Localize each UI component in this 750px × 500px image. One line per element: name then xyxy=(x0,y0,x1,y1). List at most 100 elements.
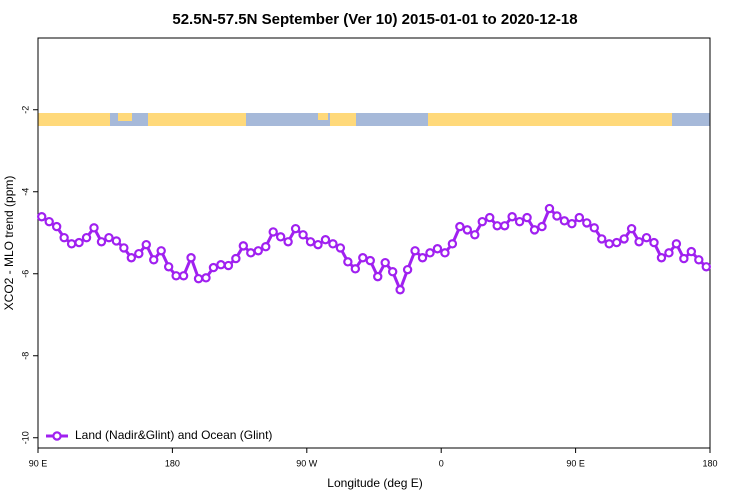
point xyxy=(246,248,256,258)
y-tick-label: -4 xyxy=(20,188,30,196)
point xyxy=(253,246,263,256)
point xyxy=(679,253,689,264)
point xyxy=(440,248,450,258)
point xyxy=(671,239,682,249)
point xyxy=(589,223,599,233)
point xyxy=(582,218,592,228)
plot-frame xyxy=(37,37,711,449)
point xyxy=(477,216,487,227)
point xyxy=(544,203,555,214)
point xyxy=(141,239,151,250)
legend-label: Land (Nadir&Glint) and Ocean (Glint) xyxy=(75,428,272,442)
point xyxy=(313,239,323,250)
point xyxy=(156,246,166,256)
point xyxy=(485,212,495,223)
point xyxy=(111,236,122,246)
point xyxy=(492,221,502,231)
point xyxy=(350,264,361,274)
point xyxy=(81,232,92,243)
point xyxy=(380,257,390,268)
point xyxy=(66,239,77,249)
point xyxy=(641,232,652,243)
point xyxy=(664,248,674,258)
chart-title: 52.5N-57.5N September (Ver 10) 2015-01-0… xyxy=(172,11,577,28)
point xyxy=(425,248,435,258)
point xyxy=(261,241,271,252)
point xyxy=(44,216,54,227)
x-tick-label: 90 W xyxy=(296,458,318,468)
point xyxy=(619,234,629,244)
point xyxy=(119,243,129,253)
point xyxy=(604,239,614,249)
point xyxy=(529,225,540,235)
point xyxy=(275,232,286,242)
point xyxy=(223,260,234,271)
point xyxy=(328,239,338,249)
land-ocean-strip xyxy=(38,113,710,126)
x-tick-label: 90 E xyxy=(566,458,585,468)
point xyxy=(193,273,204,284)
legend-marker xyxy=(52,431,62,441)
point xyxy=(358,253,368,263)
y-tick-label: -8 xyxy=(20,352,30,360)
point xyxy=(283,237,293,247)
point xyxy=(559,216,570,226)
point xyxy=(373,271,383,282)
point xyxy=(126,253,137,263)
point xyxy=(499,221,510,231)
point xyxy=(634,237,644,247)
point xyxy=(238,241,249,251)
point xyxy=(37,212,47,222)
point xyxy=(626,223,637,234)
x-tick-label: 180 xyxy=(165,458,180,468)
point xyxy=(447,239,458,249)
point xyxy=(507,212,517,222)
point xyxy=(514,216,525,227)
y-axis-label: XCO2 - MLO trend (ppm) xyxy=(2,176,16,311)
x-tick-label: 0 xyxy=(439,458,444,468)
point xyxy=(208,262,219,273)
point xyxy=(455,221,465,232)
point xyxy=(537,221,547,232)
point xyxy=(686,246,697,257)
x-tick-label: 90 E xyxy=(29,458,48,468)
point xyxy=(290,223,301,234)
point xyxy=(387,267,398,277)
point xyxy=(402,264,413,275)
point xyxy=(395,285,405,295)
point xyxy=(298,230,308,240)
point xyxy=(649,237,659,248)
point xyxy=(178,271,189,281)
point xyxy=(462,225,473,235)
x-tick-label: 180 xyxy=(702,458,717,468)
point xyxy=(104,232,114,243)
point xyxy=(231,253,241,264)
point xyxy=(305,237,316,247)
x-axis-label: Longitude (deg E) xyxy=(327,476,422,490)
point xyxy=(171,271,181,281)
point xyxy=(611,237,622,248)
point xyxy=(597,234,607,244)
point xyxy=(694,255,704,265)
point xyxy=(470,230,480,240)
point xyxy=(432,244,443,254)
point xyxy=(268,227,278,237)
point xyxy=(186,253,196,263)
point xyxy=(96,237,107,247)
point xyxy=(163,262,174,272)
point xyxy=(522,212,532,223)
point xyxy=(574,212,585,223)
point xyxy=(89,223,99,233)
y-tick-label: -10 xyxy=(20,431,30,444)
y-tick-label: -6 xyxy=(20,270,30,278)
point xyxy=(410,246,420,256)
point xyxy=(567,219,577,229)
point xyxy=(149,255,159,265)
point xyxy=(320,235,331,245)
point xyxy=(701,262,711,272)
point xyxy=(134,248,144,259)
point xyxy=(59,232,69,243)
point xyxy=(417,253,428,263)
